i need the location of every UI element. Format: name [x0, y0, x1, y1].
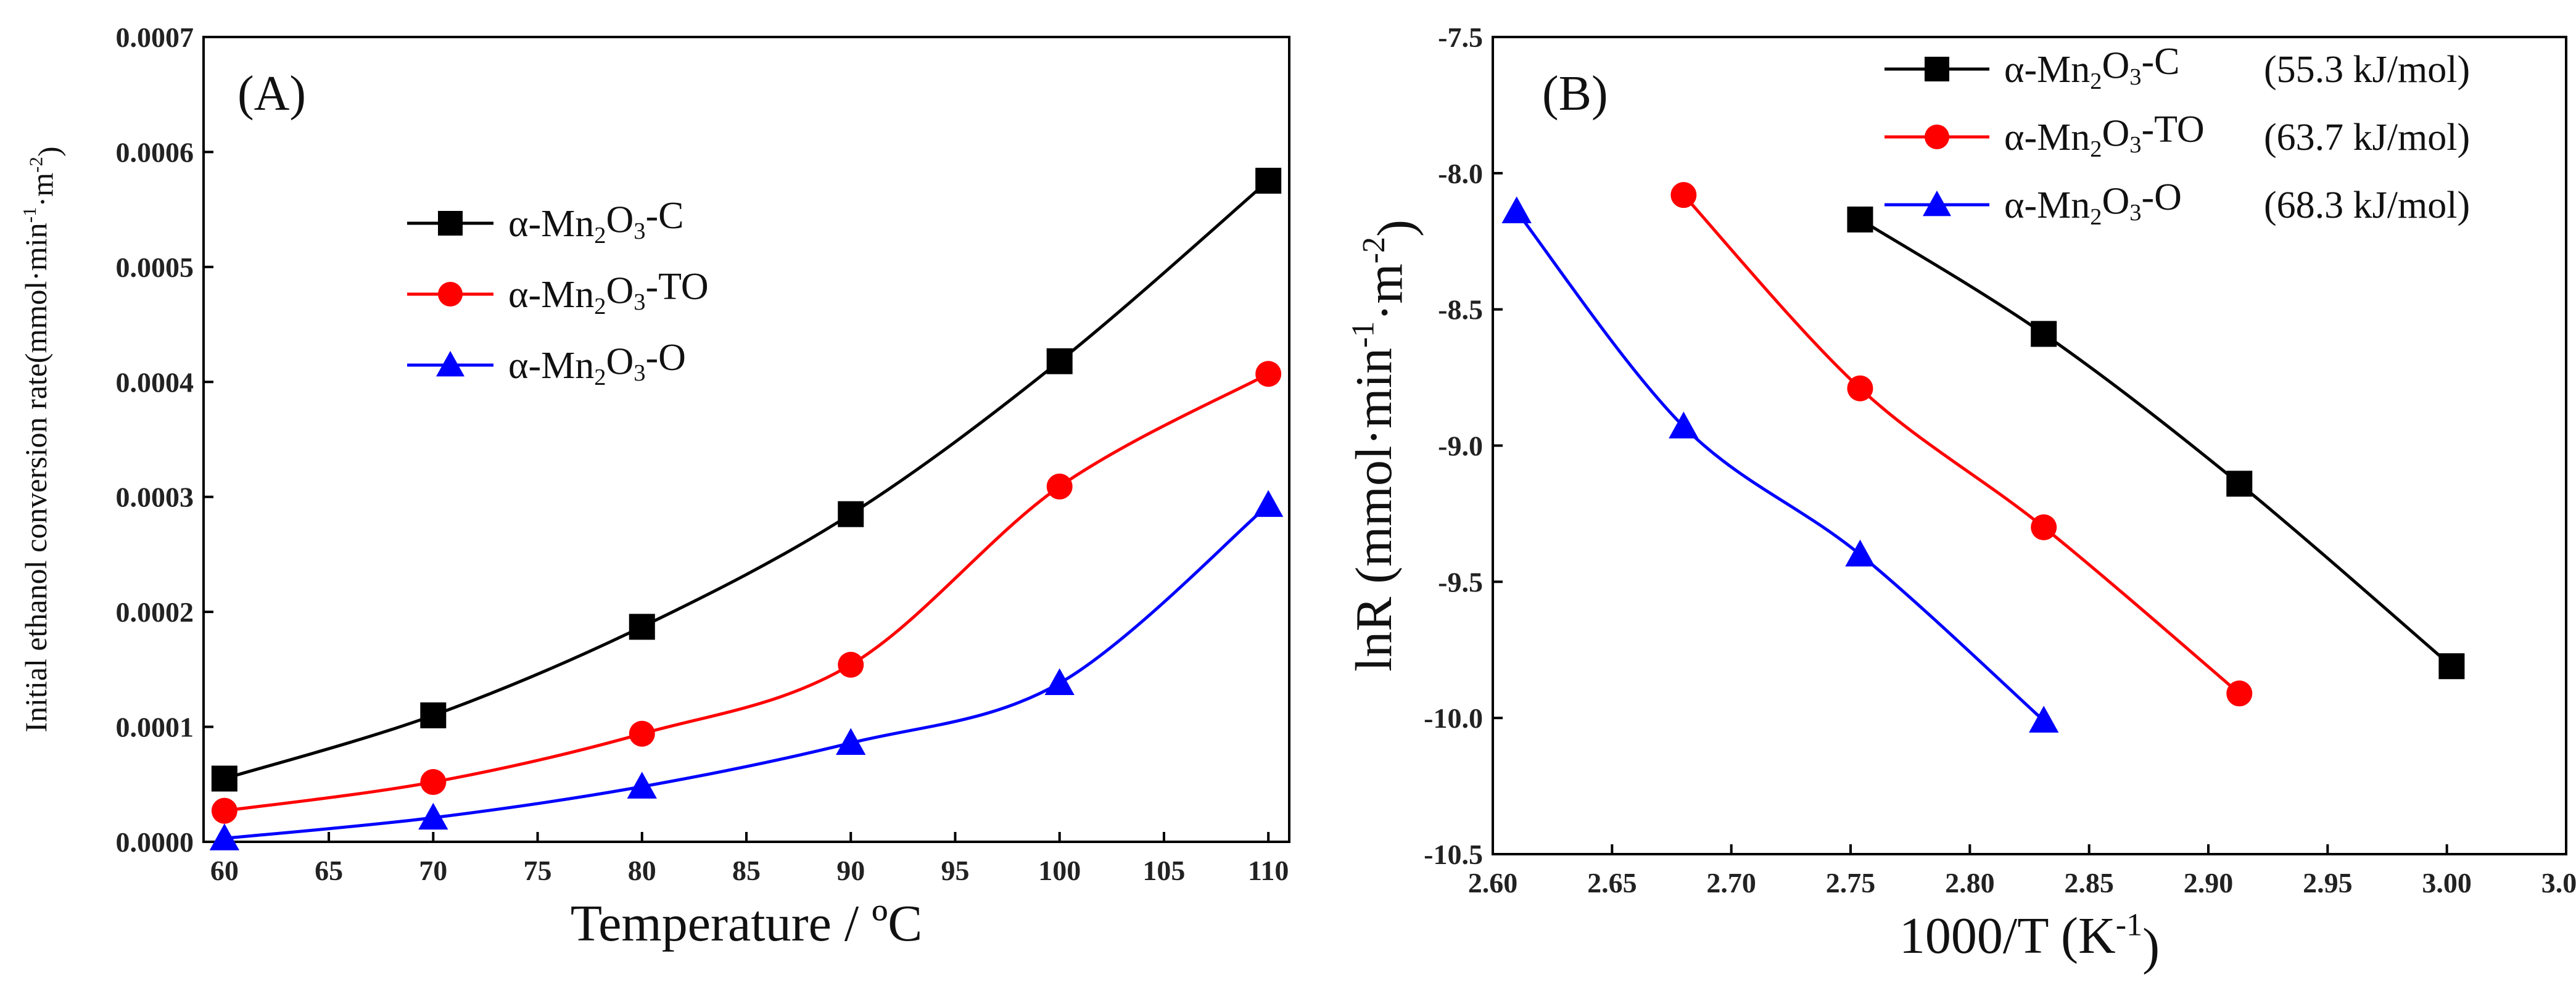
- x-tick-label: 2.95: [2303, 867, 2353, 899]
- data-point: [420, 769, 447, 796]
- x-tick-label: 60: [210, 855, 239, 886]
- data-point: [209, 823, 239, 850]
- x-tick-label: 100: [1038, 855, 1081, 886]
- legend-annotation: (68.3 kJ/mol): [2264, 184, 2470, 226]
- y-tick-label: 0.0000: [116, 826, 194, 858]
- x-tick-label: 95: [941, 855, 969, 886]
- legend-marker: [1925, 57, 1949, 81]
- y-tick-label: 0.0007: [116, 22, 194, 53]
- y-tick-label: 0.0002: [116, 596, 194, 628]
- y-tick-label: -9.0: [1438, 430, 1483, 462]
- data-point: [838, 651, 864, 678]
- y-axis-title: Initial ethanol conversion rate(mmol·min…: [19, 146, 66, 732]
- series-line: [224, 372, 1269, 813]
- x-tick-label: 3.05: [2541, 867, 2576, 899]
- x-tick-label: 70: [419, 855, 447, 886]
- data-point: [627, 772, 657, 799]
- data-point: [838, 501, 864, 527]
- x-tick-label: 90: [836, 855, 865, 886]
- series-line: [1682, 194, 2240, 695]
- series-line: [224, 503, 1269, 840]
- legend-marker: [1925, 125, 1949, 149]
- x-tick-label: 110: [1248, 855, 1289, 886]
- panel-label: (B): [1542, 67, 1608, 121]
- data-point: [1044, 668, 1075, 696]
- series-line: [224, 179, 1269, 780]
- legend-marker: [438, 211, 463, 236]
- legend-label: α-Mn2​O3​-O: [508, 337, 686, 390]
- data-point: [1501, 196, 1532, 223]
- x-tick-label: 2.70: [1706, 867, 1756, 899]
- data-point: [1847, 206, 1873, 233]
- y-tick-label: 0.0006: [116, 136, 194, 168]
- y-tick-label: -10.0: [1424, 702, 1483, 734]
- data-point: [211, 765, 237, 792]
- legend-marker: [438, 282, 463, 307]
- data-point: [2226, 471, 2253, 497]
- data-point: [836, 728, 866, 755]
- data-point: [1847, 375, 1873, 401]
- x-axis-title: 1000/T (K-1​): [1899, 907, 2160, 976]
- data-point: [1253, 490, 1284, 517]
- x-axis-title: Temperature / ºC: [571, 895, 923, 952]
- data-point: [1046, 348, 1073, 374]
- x-tick-label: 2.60: [1468, 867, 1518, 899]
- legend-annotation: (63.7 kJ/mol): [2264, 117, 2470, 158]
- data-point: [1669, 411, 1699, 438]
- legend-annotation: (55.3 kJ/mol): [2264, 49, 2470, 91]
- x-tick-label: 75: [524, 855, 552, 886]
- data-point: [629, 614, 655, 640]
- series-line: [1515, 210, 2045, 722]
- y-tick-label: 0.0004: [116, 366, 194, 398]
- legend-marker: [436, 351, 464, 377]
- data-point: [2029, 706, 2059, 733]
- x-tick-label: 3.00: [2422, 867, 2472, 899]
- data-point: [2438, 653, 2465, 680]
- data-point: [2226, 680, 2253, 707]
- y-axis-title: lnR (mmol·min-1​·m-2​): [1345, 220, 1424, 672]
- y-tick-label: -8.0: [1438, 158, 1483, 189]
- x-tick-label: 2.90: [2184, 867, 2234, 899]
- y-tick-label: -10.5: [1424, 839, 1483, 870]
- data-point: [2031, 321, 2057, 347]
- legend-marker: [1923, 191, 1951, 216]
- y-tick-label: -7.5: [1438, 22, 1483, 53]
- x-tick-label: 105: [1142, 855, 1185, 886]
- legend-label: α-Mn2​O3​-TO: [508, 266, 709, 319]
- data-point: [629, 720, 655, 747]
- plot-frame: [202, 36, 1290, 843]
- y-tick-label: 0.0005: [116, 252, 194, 283]
- legend-label: α-Mn2​O3​-C: [2004, 41, 2179, 94]
- x-tick-label: 85: [732, 855, 761, 886]
- data-point: [211, 797, 237, 824]
- x-tick-label: 65: [315, 855, 343, 886]
- y-tick-label: 0.0003: [116, 482, 194, 513]
- data-point: [1255, 168, 1282, 194]
- data-point: [2031, 514, 2057, 540]
- x-tick-label: 2.65: [1587, 867, 1637, 899]
- data-point: [1255, 361, 1282, 387]
- y-tick-label: -8.5: [1438, 294, 1483, 326]
- data-point: [1670, 182, 1697, 208]
- legend-label: α-Mn2​O3​-C: [508, 195, 683, 249]
- panel-a-chart: 60 65 70 75 80 85 90 95 100 105 110 0.0000 0.0001 0.0…: [19, 22, 1290, 952]
- x-tick-label: 2.85: [2064, 867, 2114, 899]
- panel-label: (A): [237, 67, 306, 121]
- data-point: [418, 802, 448, 830]
- y-tick-label: 0.0001: [116, 712, 194, 743]
- legend-label: α-Mn2​O3​-TO: [2004, 109, 2205, 162]
- series-line: [1859, 218, 2453, 668]
- data-point: [1046, 473, 1073, 500]
- legend-label: α-Mn2​O3​-O: [2004, 176, 2182, 230]
- y-tick-label: -9.5: [1438, 566, 1483, 598]
- x-tick-label: 2.80: [1945, 867, 1995, 899]
- x-tick-label: 80: [628, 855, 656, 886]
- data-point: [420, 702, 447, 728]
- panel-b-chart: 2.60 2.65 2.70 2.75 2.80 2.85 2.90 2.95 3.00 3.05…: [1345, 22, 2576, 976]
- data-point: [1845, 540, 1875, 567]
- x-tick-label: 2.75: [1826, 867, 1876, 899]
